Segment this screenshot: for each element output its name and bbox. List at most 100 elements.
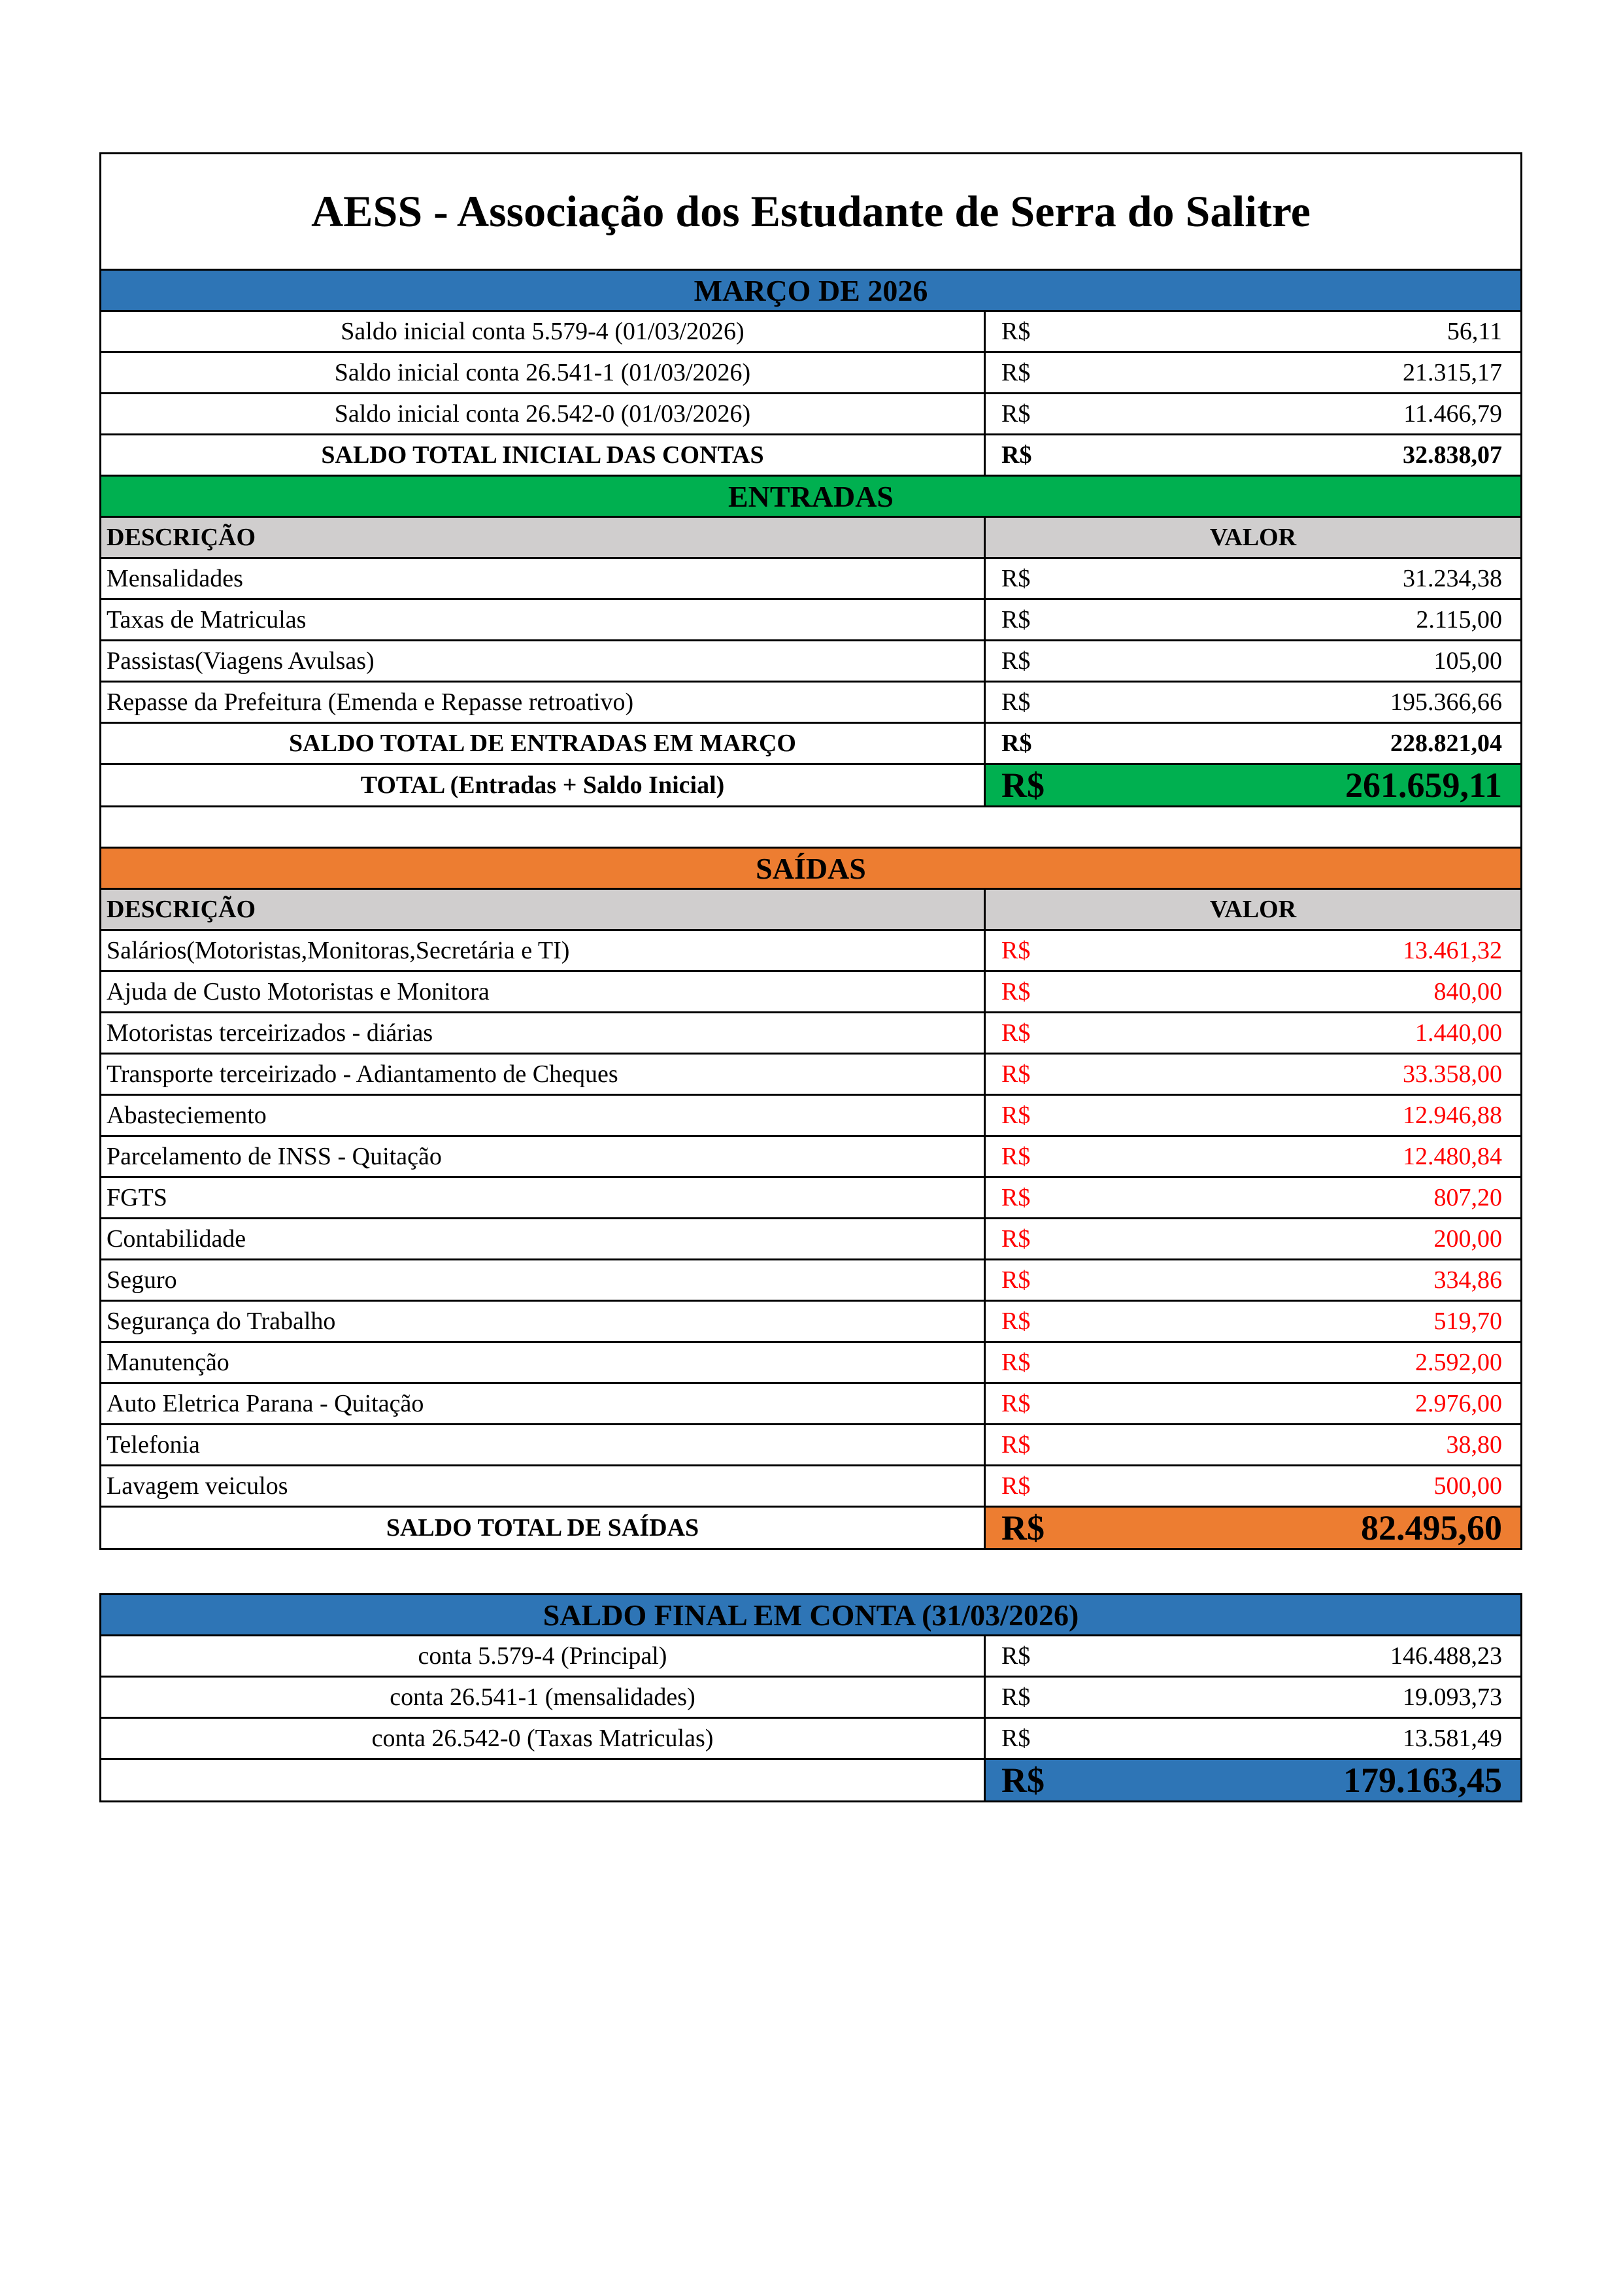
value-cell: R$ 261.659,11 bbox=[984, 763, 1522, 807]
row: Contabilidade R$ 200,00 bbox=[99, 1217, 1522, 1260]
column-header: DESCRIÇÃO bbox=[99, 516, 986, 559]
label: Segurança do Trabalho bbox=[99, 1300, 986, 1343]
label: Motoristas terceirizados - diárias bbox=[99, 1011, 986, 1055]
label: Ajuda de Custo Motoristas e Monitora bbox=[99, 970, 986, 1013]
label: Seguro bbox=[99, 1258, 986, 1302]
value-cell: R$ 19.093,73 bbox=[983, 1676, 1523, 1719]
row: Saldo inicial conta 26.542-0 (01/03/2026… bbox=[99, 392, 1522, 435]
label: Saldo inicial conta 26.542-0 (01/03/2026… bbox=[99, 392, 986, 435]
value: R$ 807,20 bbox=[991, 1183, 1515, 1212]
value: R$ 82.495,60 bbox=[991, 1508, 1515, 1547]
amount: 21.315,17 bbox=[1403, 359, 1502, 386]
value-cell: R$ 11.466,79 bbox=[984, 392, 1522, 435]
amount: 12.480,84 bbox=[1403, 1143, 1502, 1170]
currency: R$ bbox=[1001, 978, 1031, 1005]
value: R$ 179.163,45 bbox=[991, 1761, 1515, 1800]
label: Lavagem veiculos bbox=[99, 1464, 986, 1508]
value-cell: R$ 146.488,23 bbox=[983, 1634, 1523, 1678]
amount: 146.488,23 bbox=[1390, 1642, 1503, 1670]
amount: 228.821,04 bbox=[1390, 730, 1502, 757]
value-cell: R$ 105,00 bbox=[984, 639, 1522, 683]
currency: R$ bbox=[1001, 1472, 1031, 1500]
label: Repasse da Prefeitura (Emenda e Repasse … bbox=[99, 681, 986, 724]
value: R$ 228.821,04 bbox=[991, 729, 1515, 758]
main-table: AESS - Associação dos Estudante de Serra… bbox=[99, 152, 1522, 1550]
amount: 19.093,73 bbox=[1403, 1683, 1503, 1711]
section-title-row: SAÍDAS bbox=[99, 847, 1522, 890]
label: Abasteciemento bbox=[99, 1094, 986, 1137]
row: Taxas de Matriculas R$ 2.115,00 bbox=[99, 598, 1522, 641]
currency: R$ bbox=[1001, 1308, 1031, 1335]
value: R$ 840,00 bbox=[991, 977, 1515, 1006]
currency: R$ bbox=[1001, 1431, 1031, 1459]
label: Auto Eletrica Parana - Quitação bbox=[99, 1382, 986, 1425]
amount: 1.440,00 bbox=[1415, 1019, 1502, 1047]
empty-cell bbox=[99, 1758, 986, 1802]
row: Parcelamento de INSS - Quitação R$ 12.480,… bbox=[99, 1135, 1522, 1178]
label: Transporte terceirizado - Adiantamento d… bbox=[99, 1053, 986, 1096]
row: Salários(Motoristas,Monitoras,Secretária… bbox=[99, 929, 1522, 972]
amount: 31.234,38 bbox=[1403, 565, 1502, 592]
value-cell: R$ 2.592,00 bbox=[984, 1341, 1522, 1384]
value-cell: R$ 807,20 bbox=[984, 1176, 1522, 1219]
currency: R$ bbox=[1001, 1060, 1031, 1088]
row: Ajuda de Custo Motoristas e Monitora R$ 84… bbox=[99, 970, 1522, 1013]
row: Motoristas terceirizados - diárias R$ 1.44… bbox=[99, 1011, 1522, 1055]
label: Contabilidade bbox=[99, 1217, 986, 1260]
value: R$ 32.838,07 bbox=[991, 441, 1515, 469]
amount: 2.976,00 bbox=[1415, 1390, 1502, 1417]
label: Mensalidades bbox=[99, 557, 986, 600]
value: R$ 56,11 bbox=[991, 317, 1515, 346]
currency: R$ bbox=[1001, 1683, 1031, 1711]
column-header-row: DESCRIÇÃO VALOR bbox=[99, 516, 1522, 559]
row: Repasse da Prefeitura (Emenda e Repasse … bbox=[99, 681, 1522, 724]
row: conta 5.579-4 (Principal) R$ 146.488,23 bbox=[99, 1634, 1523, 1678]
currency: R$ bbox=[1001, 606, 1031, 633]
currency: R$ bbox=[1001, 766, 1045, 805]
label: Manutenção bbox=[99, 1341, 986, 1384]
label: Salários(Motoristas,Monitoras,Secretária… bbox=[99, 929, 986, 972]
amount: 11.466,79 bbox=[1403, 400, 1502, 428]
amount: 32.838,07 bbox=[1403, 441, 1502, 469]
value-cell: R$ 56,11 bbox=[984, 310, 1522, 353]
amount: 500,00 bbox=[1433, 1472, 1503, 1500]
blank bbox=[99, 805, 1522, 849]
row: Transporte terceirizado - Adiantamento d… bbox=[99, 1053, 1522, 1096]
currency: R$ bbox=[1001, 1143, 1031, 1170]
currency: R$ bbox=[1001, 1761, 1045, 1800]
amount: 12.946,88 bbox=[1403, 1102, 1502, 1129]
amount: 195.366,66 bbox=[1390, 688, 1502, 716]
amount: 519,70 bbox=[1433, 1308, 1503, 1335]
amount: 82.495,60 bbox=[1361, 1508, 1502, 1547]
value-cell: R$ 1.440,00 bbox=[984, 1011, 1522, 1055]
value-cell: R$ 13.461,32 bbox=[984, 929, 1522, 972]
amount: 13.461,32 bbox=[1403, 937, 1502, 964]
section-title: SALDO FINAL EM CONTA (31/03/2026) bbox=[99, 1593, 1523, 1636]
value-cell: R$ 2.115,00 bbox=[984, 598, 1522, 641]
currency: R$ bbox=[1001, 647, 1031, 675]
value: R$ 21.315,17 bbox=[991, 358, 1515, 387]
row: Abasteciemento R$ 12.946,88 bbox=[99, 1094, 1522, 1137]
row: Passistas(Viagens Avulsas) R$ 105,00 bbox=[99, 639, 1522, 683]
label: Telefonia bbox=[99, 1423, 986, 1466]
value: R$ 2.592,00 bbox=[991, 1348, 1515, 1377]
currency: R$ bbox=[1001, 730, 1032, 757]
column-header: VALOR bbox=[984, 888, 1522, 931]
label: conta 26.542-0 (Taxas Matriculas) bbox=[99, 1717, 986, 1760]
row: Telefonia R$ 38,80 bbox=[99, 1423, 1522, 1466]
currency: R$ bbox=[1001, 1508, 1045, 1547]
amount: 179.163,45 bbox=[1343, 1761, 1503, 1800]
row: SALDO TOTAL INICIAL DAS CONTAS R$ 32.838,0… bbox=[99, 433, 1522, 477]
value: R$ 2.976,00 bbox=[991, 1389, 1515, 1418]
value: R$ 261.659,11 bbox=[991, 766, 1515, 805]
section-title-row: SALDO FINAL EM CONTA (31/03/2026) bbox=[99, 1593, 1523, 1636]
amount: 13.581,49 bbox=[1403, 1725, 1503, 1752]
amount: 334,86 bbox=[1433, 1266, 1503, 1294]
value-cell: R$ 500,00 bbox=[984, 1464, 1522, 1508]
currency: R$ bbox=[1001, 318, 1031, 345]
label: conta 5.579-4 (Principal) bbox=[99, 1634, 986, 1678]
row: Auto Eletrica Parana - Quitação R$ 2.976,0… bbox=[99, 1382, 1522, 1425]
column-header: VALOR bbox=[984, 516, 1522, 559]
label: Saldo inicial conta 5.579-4 (01/03/2026) bbox=[99, 310, 986, 353]
